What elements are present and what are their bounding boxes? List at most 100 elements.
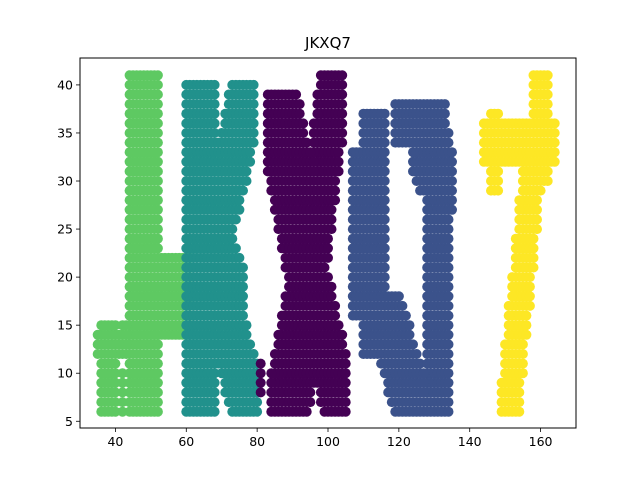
point-X	[305, 387, 316, 398]
point-Q	[443, 339, 454, 350]
point-X	[312, 99, 323, 110]
point-X	[337, 329, 348, 340]
point-J	[152, 70, 163, 81]
point-K	[245, 156, 256, 167]
point-X	[340, 368, 351, 379]
point-Q	[379, 195, 390, 206]
point-X	[266, 368, 277, 379]
point-7	[517, 166, 528, 177]
point-Q	[443, 406, 454, 417]
y-tick-label: 20	[57, 270, 73, 285]
x-axis: 40 60 80 100 120 140 160	[107, 428, 553, 449]
point-7	[542, 79, 553, 90]
point-Q	[443, 243, 454, 254]
point-J	[110, 377, 121, 388]
point-7	[532, 224, 542, 235]
point-X	[308, 137, 319, 148]
point-X	[266, 377, 277, 388]
point-X	[308, 128, 319, 138]
x-tick-label: 40	[107, 434, 123, 449]
point-7	[542, 108, 553, 119]
point-X	[326, 291, 337, 302]
point-X	[308, 118, 319, 129]
point-X	[337, 128, 348, 138]
point-7	[510, 243, 521, 254]
point-7	[521, 329, 532, 340]
point-J	[152, 214, 163, 225]
point-7	[528, 243, 539, 254]
point-K	[245, 147, 256, 158]
point-K	[238, 281, 248, 292]
point-K	[238, 262, 248, 273]
point-J	[152, 339, 163, 350]
point-7	[514, 214, 525, 225]
point-7	[493, 185, 504, 196]
point-7	[514, 204, 525, 215]
point-X	[330, 176, 341, 186]
point-Q	[379, 281, 390, 292]
point-K	[252, 406, 263, 417]
point-7	[500, 349, 511, 359]
point-K	[209, 108, 220, 119]
point-7	[500, 358, 511, 369]
point-Q	[443, 300, 454, 311]
point-Q	[393, 291, 404, 302]
point-X	[312, 89, 323, 100]
point-Q	[379, 233, 390, 244]
point-Q	[379, 108, 390, 119]
point-7	[549, 118, 560, 129]
point-7	[510, 252, 521, 263]
point-X	[337, 99, 348, 110]
point-X	[333, 147, 344, 158]
point-X	[266, 387, 277, 398]
point-X	[337, 70, 348, 81]
point-K	[248, 99, 259, 110]
point-J	[110, 406, 121, 417]
point-J	[152, 406, 163, 417]
point-Q	[439, 118, 450, 129]
point-X	[266, 406, 277, 417]
point-K	[230, 214, 241, 225]
point-7	[521, 320, 532, 331]
point-X	[340, 406, 351, 417]
point-K	[238, 272, 248, 283]
point-K	[227, 224, 238, 235]
point-X	[305, 397, 316, 408]
point-X	[330, 310, 341, 321]
point-J	[117, 320, 128, 331]
point-Q	[379, 262, 390, 273]
point-K	[248, 108, 259, 119]
point-J	[152, 99, 163, 110]
point-J	[92, 339, 103, 350]
point-Q	[408, 339, 418, 350]
point-Q	[379, 204, 390, 215]
point-X	[323, 233, 333, 244]
point-7	[510, 262, 521, 273]
point-X	[291, 89, 302, 100]
point-J	[110, 320, 121, 331]
point-X	[255, 368, 266, 379]
point-X	[305, 147, 316, 158]
x-tick-label: 80	[249, 434, 265, 449]
point-7	[482, 156, 493, 167]
x-tick-label: 60	[178, 434, 194, 449]
point-X	[323, 272, 333, 283]
point-7	[532, 214, 542, 225]
point-Q	[443, 291, 454, 302]
point-X	[312, 108, 323, 119]
point-7	[517, 349, 528, 359]
point-Q	[447, 166, 457, 177]
point-7	[507, 281, 518, 292]
point-7	[514, 195, 525, 206]
point-K	[248, 118, 259, 129]
point-7	[496, 406, 507, 417]
point-X	[326, 204, 337, 215]
point-7	[510, 233, 521, 244]
point-Q	[379, 214, 390, 225]
point-7	[524, 291, 535, 302]
point-Q	[447, 195, 457, 206]
point-K	[209, 397, 220, 408]
point-Q	[443, 329, 454, 340]
point-Q	[404, 329, 415, 340]
